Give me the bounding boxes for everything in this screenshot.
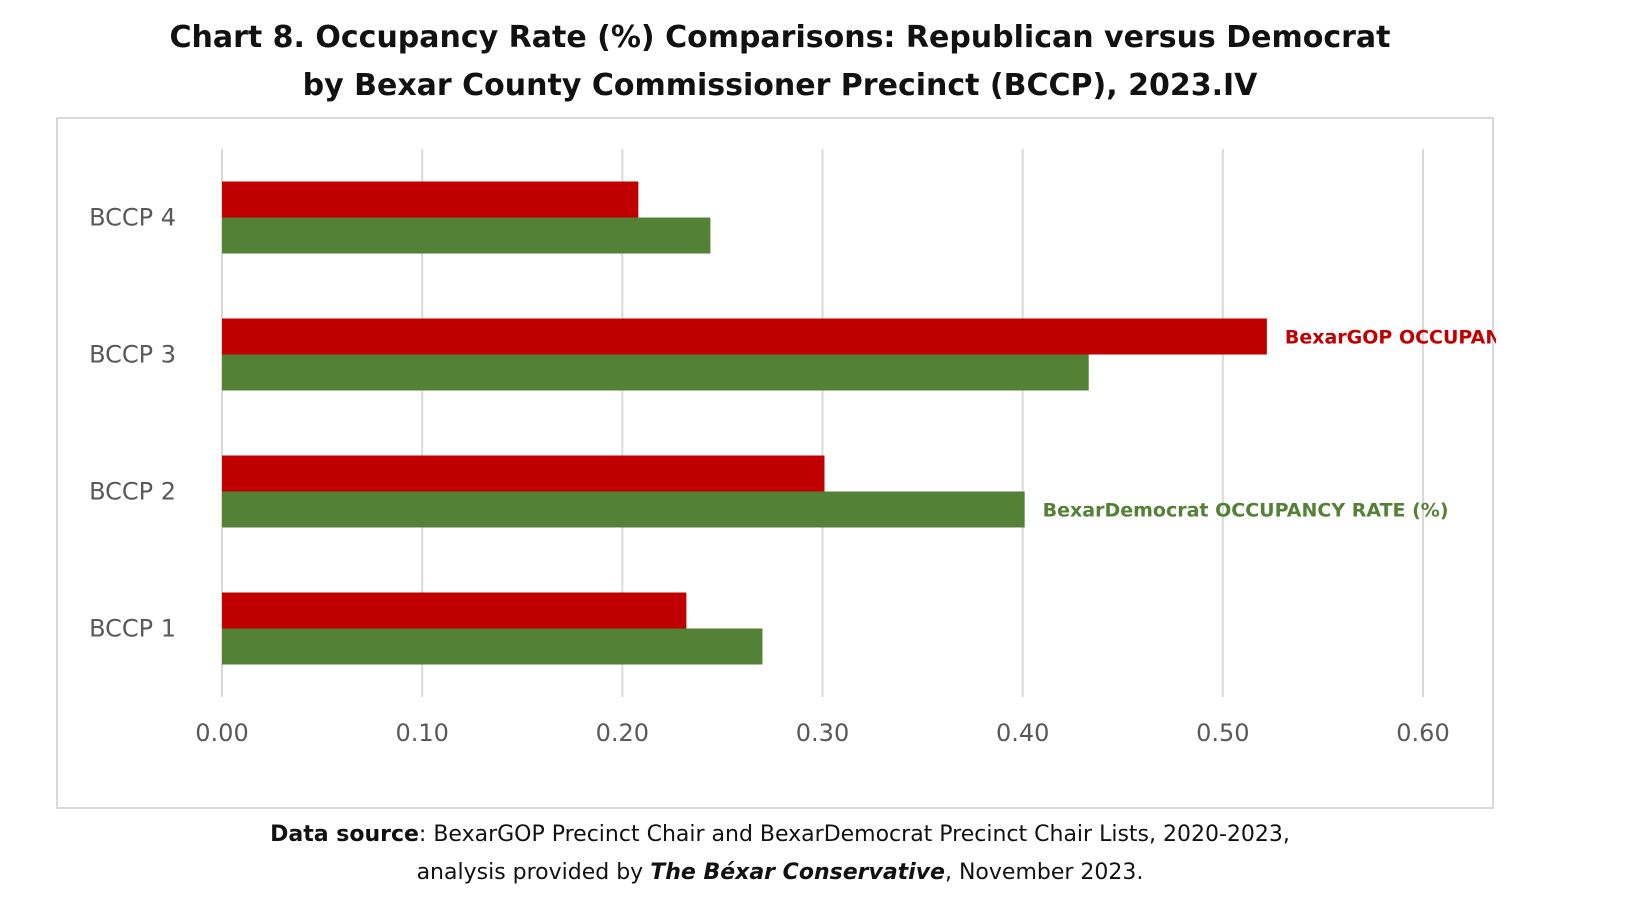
footer-analysis-org: The Béxar Conservative [650,860,945,885]
category-label: BCCP 1 [89,615,176,643]
category-label: BCCP 4 [89,204,176,232]
bar-democrat [222,354,1089,391]
x-tick-label: 0.10 [395,719,448,747]
series-label-democrat: BexarDemocrat OCCUPANCY RATE (%) [1043,500,1449,522]
chart-title: Chart 8. Occupancy Rate (%) Comparisons:… [0,14,1560,110]
x-tick-label: 0.20 [596,719,649,747]
bar-gop [222,318,1267,355]
category-label: BCCP 3 [89,341,176,369]
footer-analysis-suffix: , November 2023. [944,860,1144,885]
chart-panel: 0.00 0.10 0.20 0.30 0.40 0.50 0.60 BCCP 1 BCCP 2… [56,117,1496,809]
series-label-gop: BexarGOP OCCUPANCY RATE (%) [1285,327,1496,349]
bar-gop [222,181,639,218]
chart-footer: Data source: BexarGOP Precinct Chair and… [0,816,1560,892]
chart-title-line2: by Bexar County Commissioner Precinct (B… [302,68,1258,103]
footer-source-label: Data source [270,822,419,847]
footer-analysis-prefix: analysis provided by [416,860,651,885]
bar-democrat [222,491,1025,528]
x-tick-label: 0.40 [996,719,1049,747]
x-tick-label: 0.50 [1196,719,1249,747]
chart-title-line1: Chart 8. Occupancy Rate (%) Comparisons:… [169,20,1391,55]
bar-gop [222,455,825,492]
category-label: BCCP 2 [89,478,176,506]
bar-gop [222,592,687,629]
bar-democrat [222,217,711,254]
bar-chart: 0.00 0.10 0.20 0.30 0.40 0.50 0.60 BCCP 1 BCCP 2… [89,149,1496,747]
bar-democrat [222,628,763,665]
x-tick-label: 0.60 [1396,719,1449,747]
footer-analysis-line: analysis provided by The Béxar Conservat… [0,854,1560,892]
footer-source-line: Data source: BexarGOP Precinct Chair and… [0,816,1560,854]
x-tick-label: 0.00 [195,719,248,747]
footer-source-text: : BexarGOP Precinct Chair and BexarDemoc… [418,822,1290,847]
x-tick-label: 0.30 [796,719,849,747]
